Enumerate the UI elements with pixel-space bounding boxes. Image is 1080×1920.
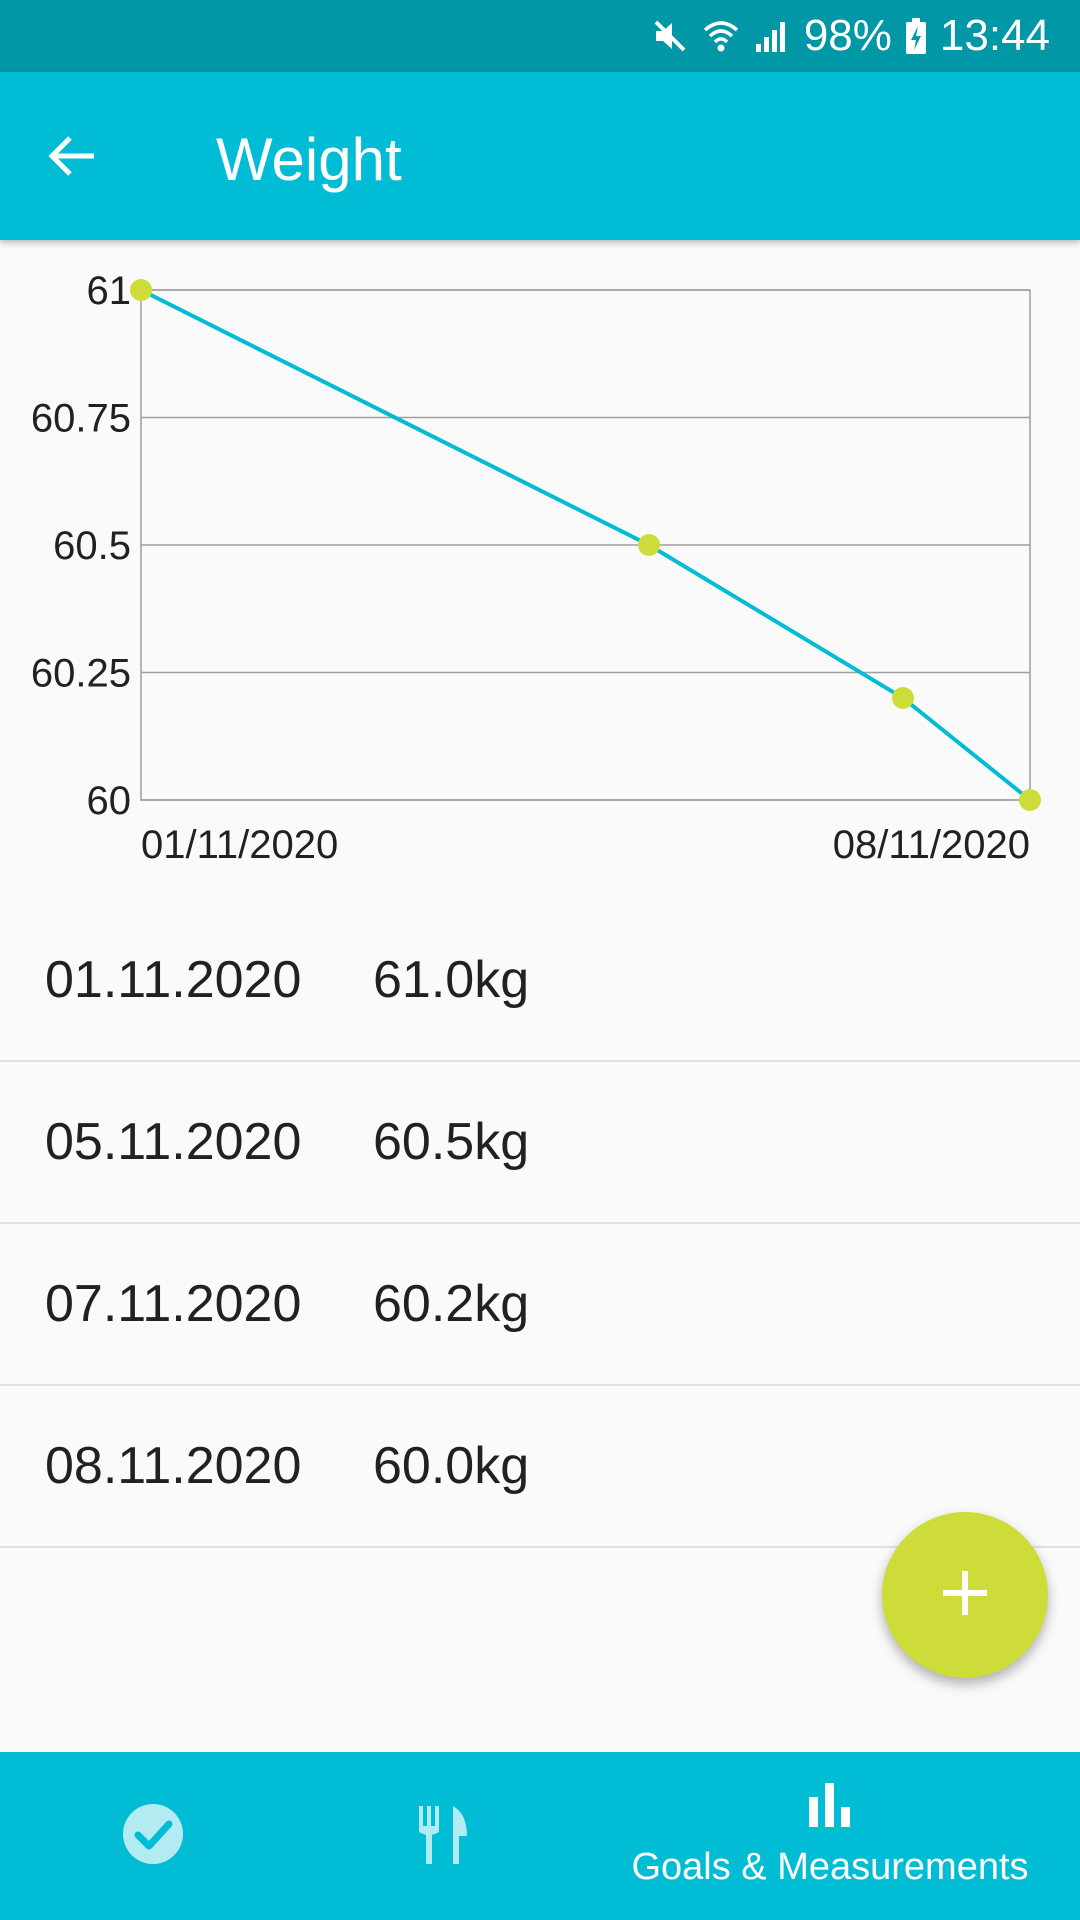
entry-value: 60.5kg <box>373 1113 530 1171</box>
nav-item-food[interactable] <box>306 1752 580 1920</box>
entry-value: 60.2kg <box>373 1275 530 1333</box>
weight-chart: 61 60.75 60.5 60.25 60 01/11/2020 08/11/2020 <box>0 240 1080 900</box>
data-point <box>1019 789 1041 811</box>
nav-item-diary[interactable] <box>0 1752 306 1920</box>
entry-date: 08.11.2020 <box>45 1437 302 1495</box>
app-bar: Weight <box>0 72 1080 240</box>
weight-series-line <box>140 288 1032 802</box>
entry-value: 60.0kg <box>373 1437 530 1495</box>
back-button[interactable] <box>36 122 108 194</box>
arrow-back-icon <box>44 128 100 189</box>
battery-charging-icon <box>904 16 928 56</box>
page-title: Weight <box>216 126 402 193</box>
entry-date: 07.11.2020 <box>45 1275 302 1333</box>
y-tick-label: 61 <box>87 269 132 313</box>
clock: 13:44 <box>939 11 1050 60</box>
nav-label-goals: Goals & Measurements <box>631 1846 1029 1888</box>
status-bar: 98% 13:44 <box>0 0 1080 72</box>
mute-icon <box>650 16 690 56</box>
plus-icon <box>935 1563 995 1628</box>
list-item[interactable]: 07.11.2020 60.2kg <box>0 1224 1080 1386</box>
data-point <box>130 279 152 301</box>
y-tick-label: 60.5 <box>53 524 131 568</box>
entry-date: 01.11.2020 <box>45 951 302 1009</box>
list-item[interactable]: 01.11.2020 61.0kg <box>0 900 1080 1062</box>
x-tick-label: 08/11/2020 <box>833 823 1030 867</box>
list-item[interactable]: 08.11.2020 60.0kg <box>0 1386 1080 1548</box>
y-tick-label: 60.75 <box>31 397 131 441</box>
weight-entry-list: 01.11.2020 61.0kg 05.11.2020 60.5kg 07.11.20… <box>0 900 1080 1548</box>
nav-item-goals[interactable]: Goals & Measurements <box>580 1752 1080 1920</box>
wifi-icon <box>702 16 740 56</box>
check-circle-icon <box>121 1802 185 1871</box>
bottom-navigation: Goals & Measurements <box>0 1752 1080 1920</box>
y-tick-label: 60 <box>87 779 132 823</box>
entry-date: 05.11.2020 <box>45 1113 302 1171</box>
data-point <box>892 687 914 709</box>
y-tick-label: 60.25 <box>31 652 131 696</box>
list-item[interactable]: 05.11.2020 60.5kg <box>0 1062 1080 1224</box>
add-entry-button[interactable] <box>882 1512 1048 1678</box>
battery-percent: 98% <box>803 11 892 60</box>
entry-value: 61.0kg <box>373 951 530 1009</box>
data-point <box>638 534 660 556</box>
restaurant-icon <box>413 1802 473 1871</box>
signal-icon <box>752 16 792 56</box>
x-tick-label: 01/11/2020 <box>141 823 338 867</box>
bar-chart-icon <box>805 1783 855 1832</box>
